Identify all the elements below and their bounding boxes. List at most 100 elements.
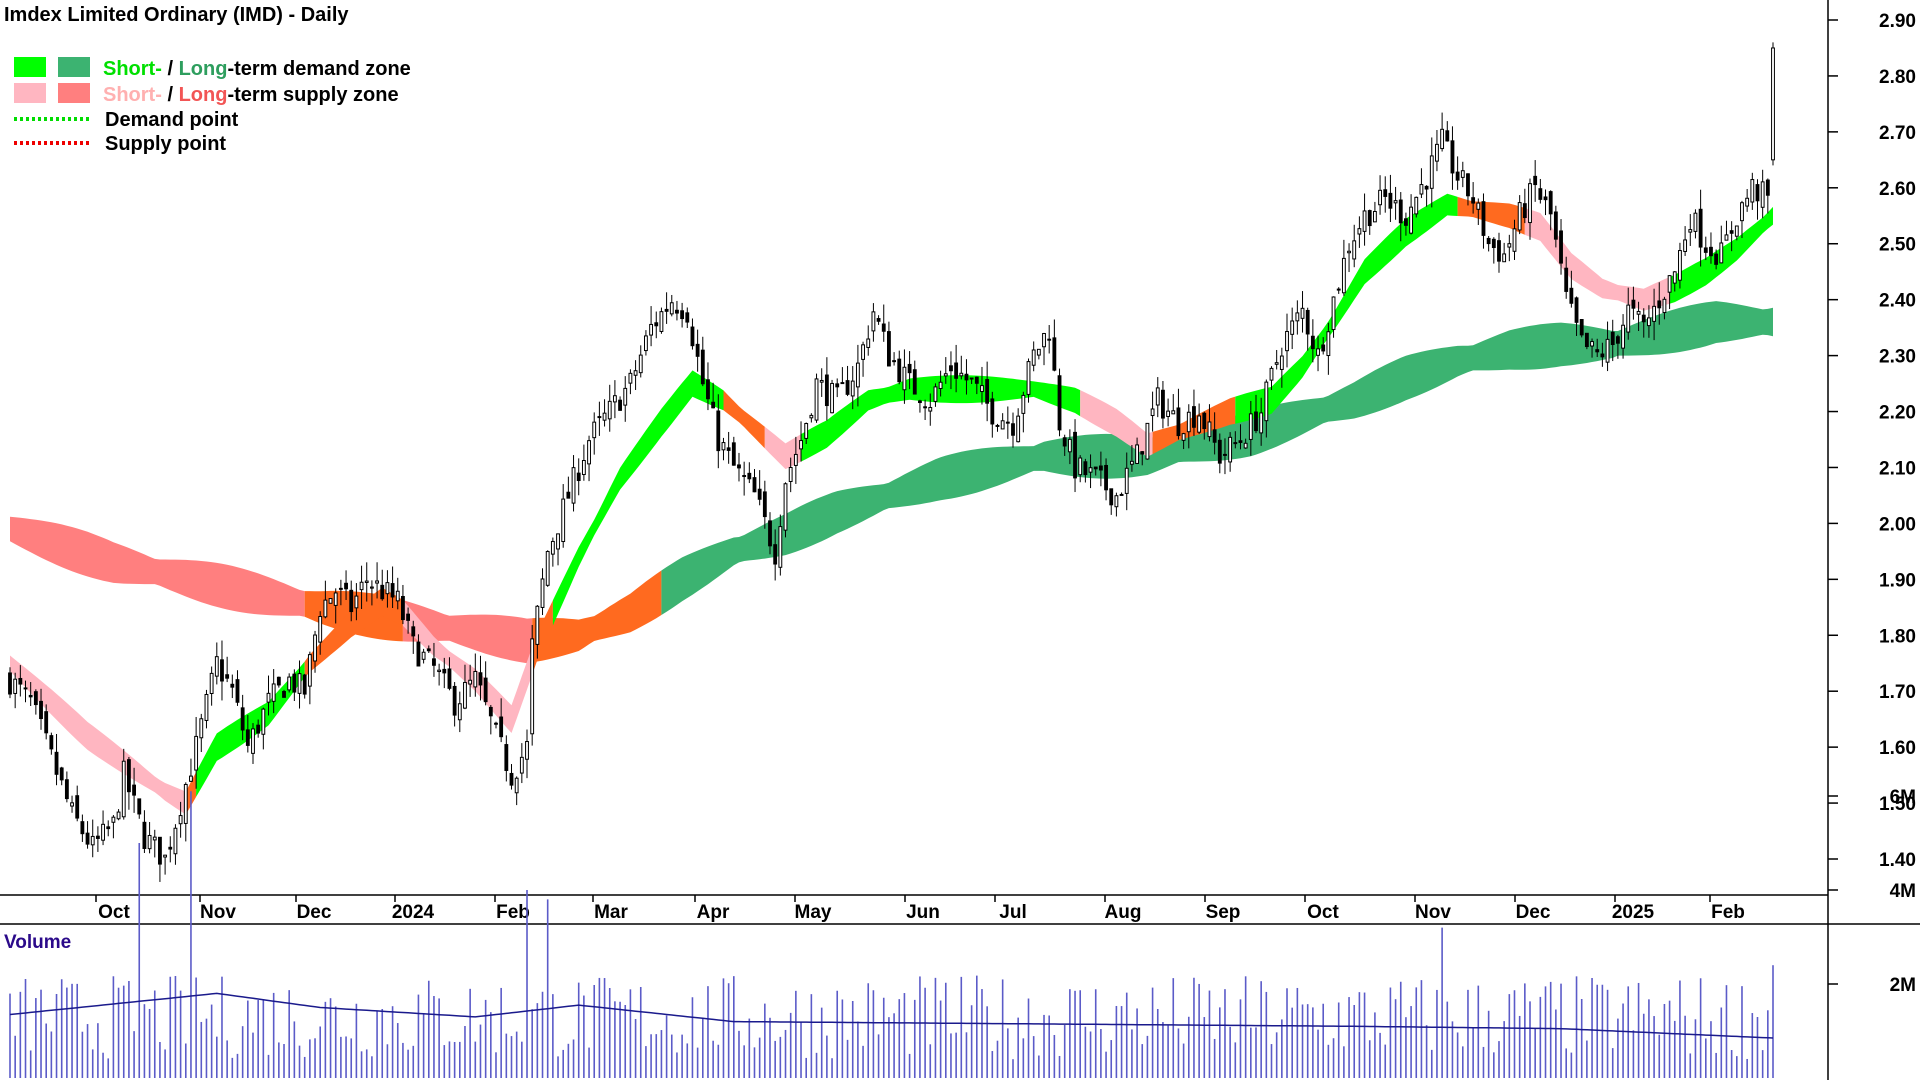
- candle-body-239: [1243, 442, 1248, 449]
- candle-body-11: [64, 779, 69, 800]
- long-term-supply-zone-segment-0: [10, 516, 305, 617]
- price-tick-label-1.90: 1.90: [1879, 570, 1916, 591]
- volume-tick-label-2M: 2M: [1890, 975, 1916, 996]
- candle-body-204: [1062, 437, 1067, 447]
- candle-body-102: [535, 605, 540, 645]
- price-tick-label-2.50: 2.50: [1879, 235, 1916, 256]
- candle-body-271: [1409, 206, 1414, 234]
- candle-body-36: [194, 735, 199, 771]
- candle-body-149: [778, 526, 783, 568]
- candle-body-305: [1584, 332, 1589, 348]
- candle-body-202: [1052, 337, 1057, 371]
- candle-body-193: [1005, 421, 1010, 424]
- candle-body-315: [1636, 310, 1641, 315]
- candle-body-232: [1207, 421, 1212, 438]
- candle-body-43: [230, 683, 235, 688]
- month-label-4: Feb: [496, 902, 530, 923]
- month-label-11: Sep: [1206, 902, 1241, 923]
- candle-body-34: [183, 783, 188, 824]
- long-term-overlap-zone-segment-3: [532, 570, 662, 663]
- candle-body-172: [897, 358, 902, 383]
- candle-body-134: [700, 349, 705, 385]
- candle-body-287: [1491, 238, 1496, 249]
- candle-body-3: [23, 687, 28, 690]
- candle-body-258: [1341, 257, 1346, 294]
- candle-body-171: [892, 360, 897, 363]
- candle-body-267: [1388, 192, 1393, 209]
- candle-body-329: [1709, 246, 1713, 257]
- candle-body-278: [1445, 130, 1450, 142]
- candle-body-96: [504, 744, 509, 771]
- candle-body-100: [525, 741, 529, 760]
- candle-body-242: [1259, 412, 1264, 434]
- short-term-demand-zone-segment-12: [1235, 193, 1458, 424]
- candle-body-110: [576, 472, 581, 482]
- short-term-overlap-zone-segment-3: [304, 587, 403, 678]
- month-label-14: Dec: [1516, 902, 1551, 923]
- candle-body-79: [416, 641, 421, 667]
- candle-body-133: [695, 343, 700, 357]
- candle-body-56: [297, 673, 302, 694]
- candle-body-177: [923, 406, 928, 409]
- candle-body-181: [943, 373, 948, 377]
- candle-body-323: [1678, 250, 1682, 281]
- candle-body-161: [840, 382, 845, 385]
- candle-body-250: [1300, 307, 1305, 319]
- candle-body-285: [1481, 201, 1486, 236]
- candle-body-270: [1404, 218, 1408, 226]
- candle-body-288: [1497, 240, 1501, 262]
- candle-body-182: [949, 365, 953, 372]
- candle-body-148: [773, 544, 778, 565]
- candle-body-145: [757, 488, 762, 500]
- candle-body-21: [116, 811, 121, 820]
- candle-body-106: [556, 533, 560, 550]
- candle-body-298: [1548, 191, 1553, 215]
- candle-body-311: [1615, 336, 1620, 344]
- volume-tick-label-4M: 4M: [1890, 881, 1916, 902]
- legend: Short- / Long-term demand zone Short- / …: [14, 57, 411, 155]
- candle-body-18: [101, 823, 105, 841]
- candle-body-142: [742, 475, 747, 478]
- candle-body-207: [1078, 457, 1083, 476]
- candle-body-274: [1424, 185, 1429, 190]
- candle-body-184: [959, 372, 964, 377]
- candle-body-264: [1372, 210, 1377, 223]
- candle-body-162: [845, 380, 850, 395]
- candle-body-108: [566, 491, 571, 499]
- candle-body-95: [499, 716, 504, 738]
- candle-body-319: [1657, 300, 1662, 309]
- candle-body-39: [209, 672, 214, 695]
- candle-body-2: [18, 677, 23, 685]
- candle-body-175: [912, 369, 917, 395]
- short-term-supply-zone-segment-4: [402, 600, 533, 733]
- candle-body-65: [344, 582, 348, 590]
- candle-body-9: [54, 751, 59, 775]
- candle-body-62: [328, 598, 333, 604]
- candle-body-69: [364, 580, 369, 583]
- short-term-supply-zone-segment-14: [1524, 208, 1670, 311]
- candle-body-209: [1088, 467, 1093, 473]
- candle-body-221: [1150, 408, 1155, 417]
- legend-swatch-long-demand: [58, 57, 90, 77]
- candle-body-302: [1569, 287, 1574, 304]
- short-term-supply-zone-segment-10: [1080, 390, 1153, 457]
- candle-body-243: [1264, 381, 1269, 422]
- candle-body-314: [1631, 299, 1636, 309]
- candle-body-341: [1771, 47, 1775, 161]
- candle-body-64: [338, 587, 343, 590]
- candle-body-24: [132, 784, 136, 796]
- candle-body-117: [612, 395, 617, 403]
- candle-body-269: [1398, 199, 1403, 224]
- candle-body-212: [1104, 464, 1108, 491]
- candle-body-91: [478, 672, 483, 686]
- candle-body-156: [814, 378, 819, 421]
- candlesticks: [8, 42, 1775, 882]
- candle-body-196: [1021, 394, 1026, 414]
- candle-body-304: [1579, 319, 1584, 336]
- candle-body-90: [473, 670, 478, 688]
- candle-body-210: [1093, 466, 1098, 470]
- candle-body-253: [1316, 348, 1320, 356]
- price-tick-label-2.40: 2.40: [1879, 291, 1916, 312]
- candle-body-248: [1290, 320, 1295, 335]
- candle-body-334: [1734, 225, 1739, 237]
